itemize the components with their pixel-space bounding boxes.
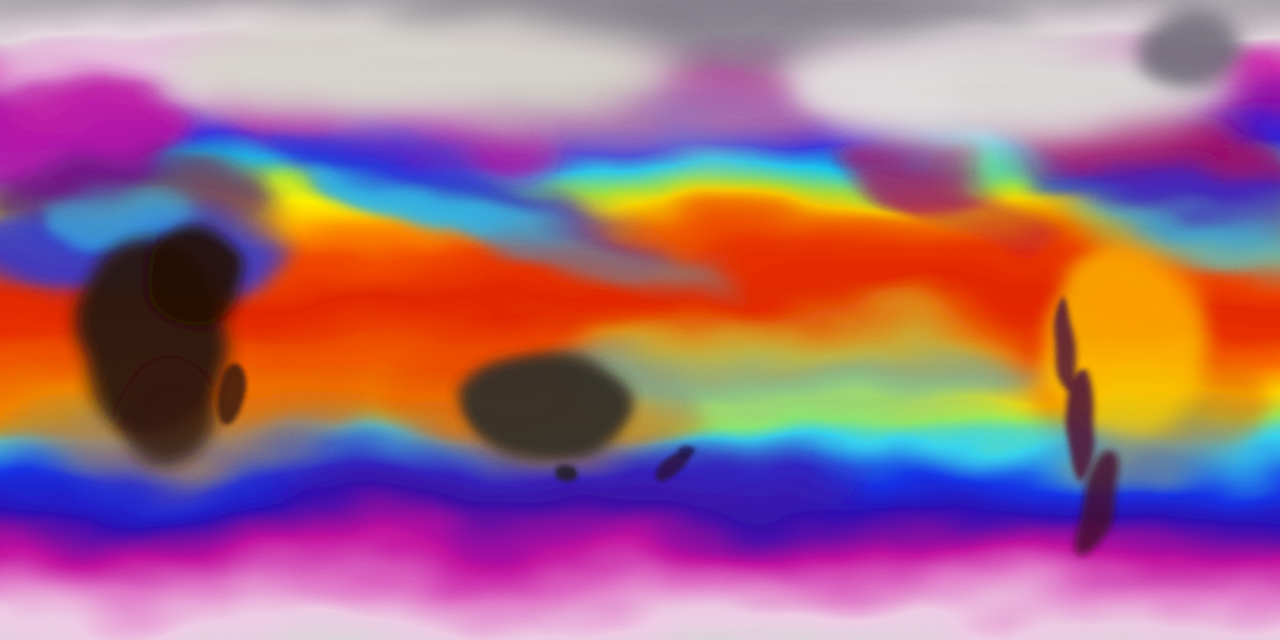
global-heatmap [0,0,1280,640]
world-heatmap-canvas [0,0,1280,640]
grain-texture [0,0,1280,640]
